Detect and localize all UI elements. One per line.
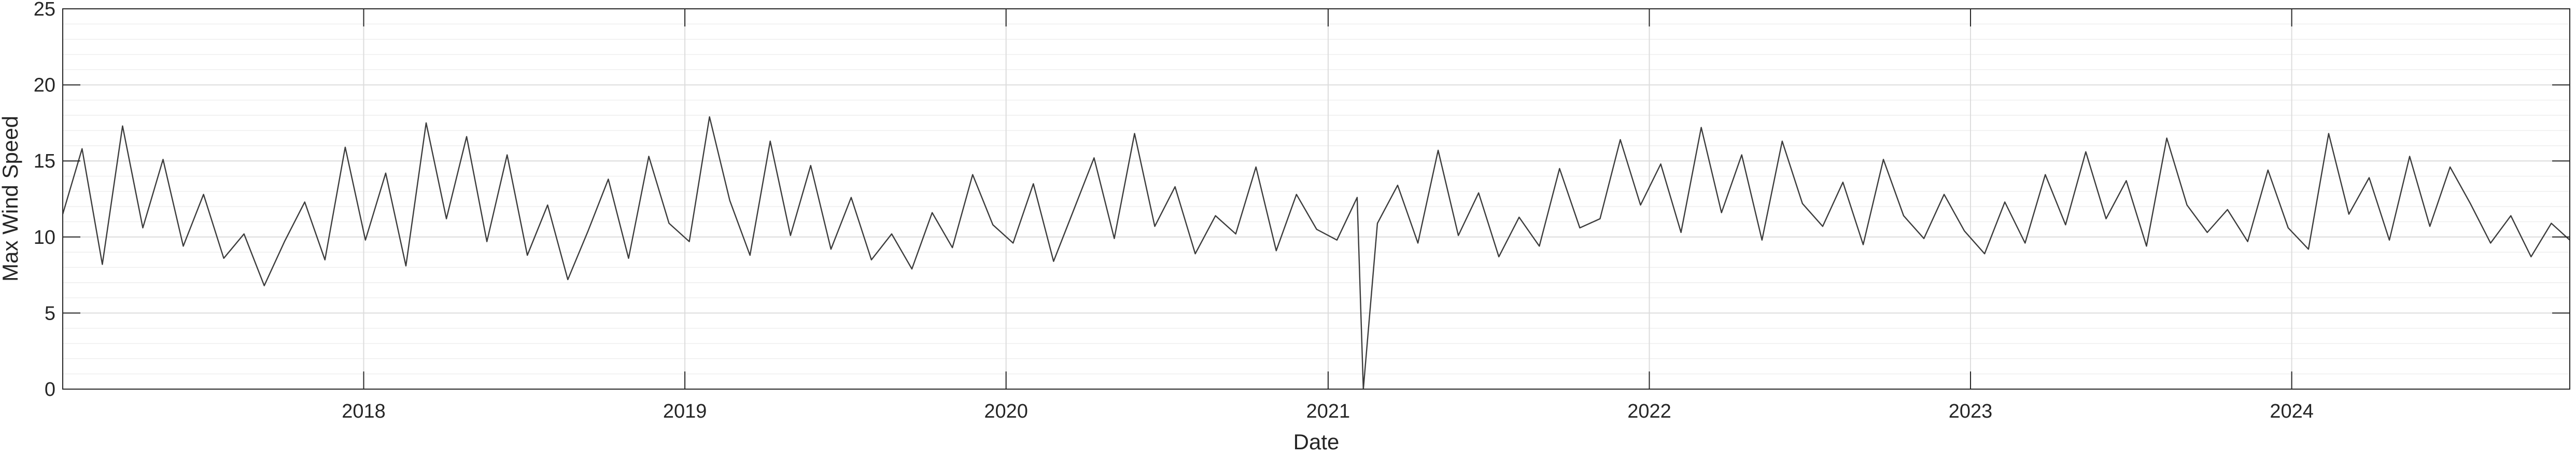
x-tick-label: 2019 <box>663 401 707 422</box>
plot-area <box>63 9 2570 389</box>
y-tick-label: 25 <box>34 0 55 20</box>
series-line <box>62 116 2570 390</box>
minor-grid <box>63 23 2570 375</box>
x-tick-label: 2021 <box>1306 401 1350 422</box>
x-tick-label: 2020 <box>984 401 1028 422</box>
y-tick-label: 15 <box>34 150 55 172</box>
y-tick-label: 5 <box>45 302 55 324</box>
x-tick-label: 2023 <box>1949 401 1993 422</box>
tick-marks <box>63 8 2570 390</box>
y-tick-label: 0 <box>45 379 55 401</box>
y-axis-label: Max Wind Speed <box>0 116 22 282</box>
y-tick-label: 10 <box>34 227 55 249</box>
x-tick-labels: 2018 2019 2020 2021 2022 2023 2024 <box>342 401 2314 422</box>
x-tick-label: 2018 <box>342 401 386 422</box>
y-tick-label: 20 <box>34 75 55 96</box>
plot-frame <box>62 8 2570 390</box>
x-axis-label: Date <box>1293 430 1340 454</box>
y-tick-labels: 0 5 10 15 20 25 <box>34 0 55 401</box>
data-series <box>62 116 2570 390</box>
x-tick-label: 2022 <box>1627 401 1671 422</box>
x-tick-label: 2024 <box>2270 401 2314 422</box>
